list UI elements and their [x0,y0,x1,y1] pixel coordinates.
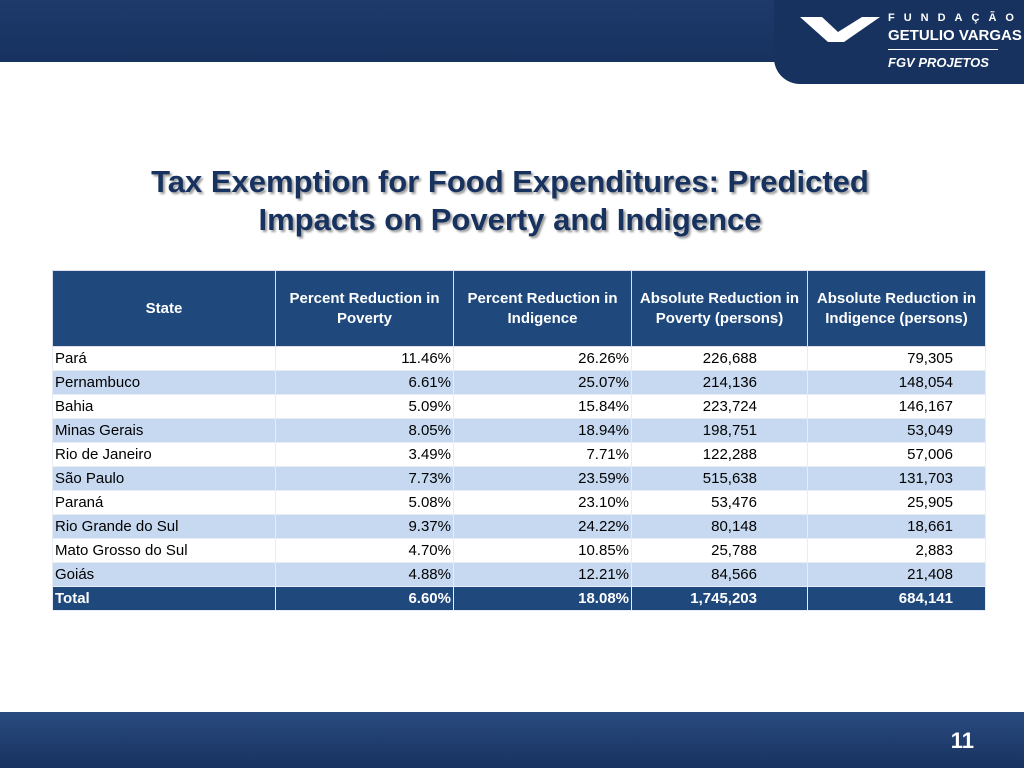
cell-state: Total [52,586,276,611]
header-abs-indigence: Absolute Reduction in Indigence (persons… [807,270,986,347]
cell-pct-indigence: 23.59% [453,466,632,491]
cell-abs-poverty: 515,638 [631,466,808,491]
title-line-2: Impacts on Poverty and Indigence [258,202,762,237]
cell-pct-poverty: 5.09% [275,394,454,419]
cell-state: Paraná [52,490,276,515]
table-row: Minas Gerais 8.05% 18.94% 198,751 53,049 [52,418,986,443]
data-table: State Percent Reduction in Poverty Perce… [52,270,986,611]
cell-state: Rio de Janeiro [52,442,276,467]
cell-pct-poverty: 5.08% [275,490,454,515]
cell-abs-indigence: 21,408 [807,562,986,587]
cell-abs-indigence: 57,006 [807,442,986,467]
page-number: 11 [950,728,974,753]
cell-pct-indigence: 23.10% [453,490,632,515]
cell-pct-indigence: 10.85% [453,538,632,563]
cell-state: Pará [52,346,276,371]
table-row: Rio de Janeiro 3.49% 7.71% 122,288 57,006 [52,442,986,467]
cell-pct-indigence: 26.26% [453,346,632,371]
table-row: Goiás 4.88% 12.21% 84,566 21,408 [52,562,986,587]
logo-line-1: FUNDAÇÃO [888,12,1023,24]
cell-abs-poverty: 198,751 [631,418,808,443]
fgv-logo-mark-icon [800,17,880,42]
cell-pct-poverty: 6.60% [275,586,454,611]
table-row: Pernambuco 6.61% 25.07% 214,136 148,054 [52,370,986,395]
table-row: Pará 11.46% 26.26% 226,688 79,305 [52,346,986,371]
header-pct-indigence: Percent Reduction in Indigence [453,270,632,347]
cell-abs-poverty: 1,745,203 [631,586,808,611]
cell-abs-indigence: 131,703 [807,466,986,491]
cell-abs-indigence: 53,049 [807,418,986,443]
cell-abs-indigence: 2,883 [807,538,986,563]
cell-pct-poverty: 7.73% [275,466,454,491]
header-state: State [52,270,276,347]
logo-line-3: FGV PROJETOS [888,55,989,70]
table-row: Bahia 5.09% 15.84% 223,724 146,167 [52,394,986,419]
cell-pct-indigence: 18.94% [453,418,632,443]
fgv-logo: FUNDAÇÃO GETULIO VARGAS FGV PROJETOS [774,0,1024,84]
logo-divider [888,49,998,50]
cell-abs-poverty: 25,788 [631,538,808,563]
cell-pct-poverty: 11.46% [275,346,454,371]
cell-pct-indigence: 25.07% [453,370,632,395]
header-pct-poverty: Percent Reduction in Poverty [275,270,454,347]
cell-pct-indigence: 24.22% [453,514,632,539]
cell-abs-poverty: 53,476 [631,490,808,515]
cell-pct-poverty: 3.49% [275,442,454,467]
cell-pct-indigence: 15.84% [453,394,632,419]
table-row: Rio Grande do Sul 9.37% 24.22% 80,148 18,661 [52,514,986,539]
cell-pct-indigence: 7.71% [453,442,632,467]
cell-pct-poverty: 8.05% [275,418,454,443]
cell-abs-poverty: 214,136 [631,370,808,395]
cell-pct-poverty: 4.70% [275,538,454,563]
cell-state: Pernambuco [52,370,276,395]
cell-abs-indigence: 79,305 [807,346,986,371]
cell-pct-poverty: 6.61% [275,370,454,395]
cell-abs-poverty: 226,688 [631,346,808,371]
cell-state: Rio Grande do Sul [52,514,276,539]
cell-abs-indigence: 18,661 [807,514,986,539]
header-abs-poverty: Absolute Reduction in Poverty (persons) [631,270,808,347]
cell-abs-indigence: 148,054 [807,370,986,395]
title-line-1: Tax Exemption for Food Expenditures: Pre… [151,164,869,199]
table-row: Mato Grosso do Sul 4.70% 10.85% 25,788 2,883 [52,538,986,563]
cell-abs-indigence: 684,141 [807,586,986,611]
cell-abs-poverty: 122,288 [631,442,808,467]
slide-title: Tax Exemption for Food Expenditures: Pre… [60,163,960,239]
cell-state: Minas Gerais [52,418,276,443]
table-total-row: Total 6.60% 18.08% 1,745,203 684,141 [52,586,986,611]
cell-pct-indigence: 12.21% [453,562,632,587]
table-header-row: State Percent Reduction in Poverty Perce… [52,270,986,347]
cell-abs-indigence: 25,905 [807,490,986,515]
cell-state: São Paulo [52,466,276,491]
bottom-banner [0,712,1024,768]
cell-state: Bahia [52,394,276,419]
cell-pct-indigence: 18.08% [453,586,632,611]
cell-pct-poverty: 4.88% [275,562,454,587]
cell-abs-poverty: 80,148 [631,514,808,539]
table-row: Paraná 5.08% 23.10% 53,476 25,905 [52,490,986,515]
table-row: São Paulo 7.73% 23.59% 515,638 131,703 [52,466,986,491]
cell-abs-poverty: 84,566 [631,562,808,587]
cell-state: Goiás [52,562,276,587]
cell-state: Mato Grosso do Sul [52,538,276,563]
logo-line-2: GETULIO VARGAS [888,27,1022,44]
cell-abs-indigence: 146,167 [807,394,986,419]
cell-abs-poverty: 223,724 [631,394,808,419]
cell-pct-poverty: 9.37% [275,514,454,539]
